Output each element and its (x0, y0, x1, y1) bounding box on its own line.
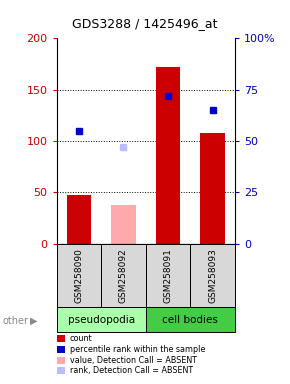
Text: percentile rank within the sample: percentile rank within the sample (70, 345, 205, 354)
Bar (67, 195, 91, 244)
Text: GSM258090: GSM258090 (74, 248, 83, 303)
Text: GDS3288 / 1425496_at: GDS3288 / 1425496_at (72, 17, 218, 30)
Bar (200, 133, 225, 244)
Bar (156, 67, 180, 244)
Bar (57, 307, 146, 332)
Bar (146, 307, 235, 332)
Bar (190, 244, 235, 307)
Text: GSM258093: GSM258093 (208, 248, 217, 303)
Text: value, Detection Call = ABSENT: value, Detection Call = ABSENT (70, 356, 197, 365)
Text: GSM258092: GSM258092 (119, 248, 128, 303)
Text: other: other (3, 316, 29, 326)
Text: count: count (70, 334, 92, 343)
Text: ▶: ▶ (30, 316, 38, 326)
Text: GSM258091: GSM258091 (164, 248, 173, 303)
Text: cell bodies: cell bodies (162, 314, 218, 325)
Bar (146, 244, 190, 307)
Text: rank, Detection Call = ABSENT: rank, Detection Call = ABSENT (70, 366, 193, 376)
Bar (57, 244, 101, 307)
Bar (111, 205, 136, 244)
Bar (101, 244, 146, 307)
Text: pseudopodia: pseudopodia (68, 314, 135, 325)
